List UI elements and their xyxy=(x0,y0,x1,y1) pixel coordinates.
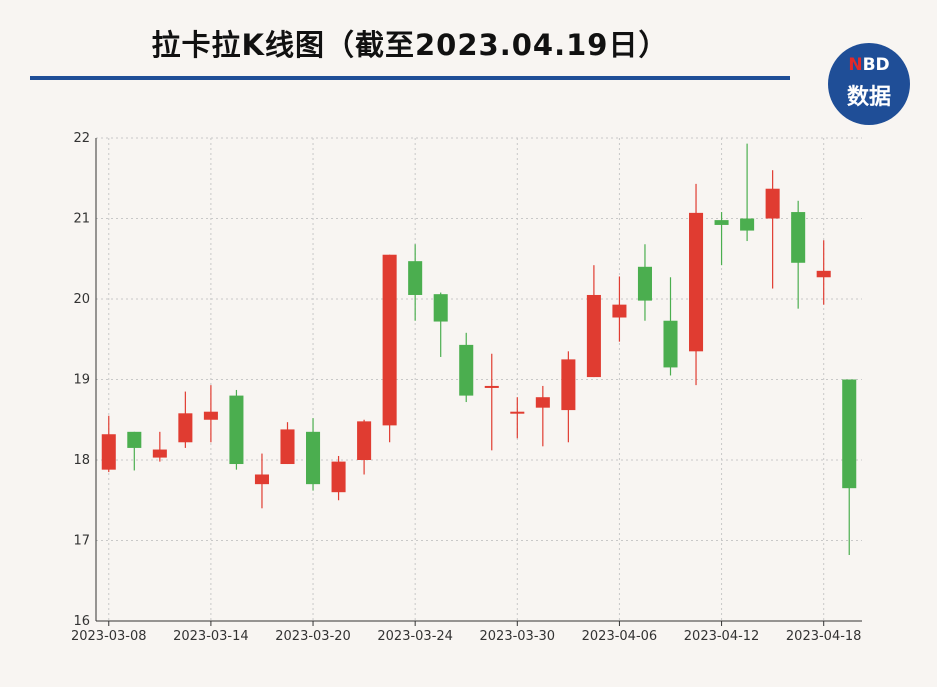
y-tick-label: 17 xyxy=(73,534,90,549)
candle-body xyxy=(612,304,627,318)
x-tick-label: 2023-03-20 xyxy=(275,629,351,644)
candle-body xyxy=(459,344,474,396)
candle-body xyxy=(510,411,525,414)
x-tick-label: 2023-04-12 xyxy=(684,629,760,644)
candle-body xyxy=(561,359,576,411)
logo-data: 数据 xyxy=(846,85,891,110)
candle-body xyxy=(765,188,780,219)
candle-body xyxy=(203,411,218,420)
candle-body xyxy=(791,212,806,263)
candle-body xyxy=(382,254,397,426)
x-tick-label: 2023-03-14 xyxy=(173,629,249,644)
candle-body xyxy=(740,218,755,231)
chart-title: 拉卡拉K线图（截至2023.04.19日） xyxy=(151,28,669,62)
candle-body xyxy=(280,429,295,465)
nbd-logo: NBD 数据 xyxy=(828,43,910,125)
y-tick-label: 18 xyxy=(73,453,90,468)
candle-body xyxy=(433,294,448,322)
candle-body xyxy=(357,421,372,460)
y-tick-label: 22 xyxy=(73,131,90,146)
candle-body xyxy=(484,385,499,388)
candle-body xyxy=(535,397,550,408)
candle-body xyxy=(842,379,857,489)
candle-body xyxy=(178,413,193,443)
y-tick-label: 21 xyxy=(73,212,90,227)
candle-body xyxy=(127,431,142,448)
y-tick-label: 19 xyxy=(73,373,90,388)
x-tick-label: 2023-03-08 xyxy=(71,629,147,644)
logo-n: N xyxy=(848,55,863,75)
candle-body xyxy=(152,449,167,458)
x-tick-label: 2023-03-30 xyxy=(480,629,556,644)
candle-body xyxy=(586,294,601,378)
x-tick-label: 2023-04-06 xyxy=(582,629,658,644)
candle-body xyxy=(229,395,244,465)
candle-body xyxy=(714,220,729,225)
x-tick-label: 2023-03-24 xyxy=(377,629,453,644)
candle-body xyxy=(306,431,321,485)
candle-body xyxy=(408,261,423,295)
y-tick-label: 20 xyxy=(73,292,90,307)
y-tick-label: 16 xyxy=(73,614,90,629)
x-tick-label: 2023-04-18 xyxy=(786,629,862,644)
candle-body xyxy=(689,212,704,352)
title-underline xyxy=(30,76,790,80)
candle-body xyxy=(816,270,831,278)
candle-body xyxy=(331,461,346,493)
candle-body xyxy=(254,474,269,485)
candle-body xyxy=(637,266,652,301)
candle-body xyxy=(663,320,678,368)
logo-bd: BD xyxy=(862,55,890,75)
candle-body xyxy=(101,434,116,470)
